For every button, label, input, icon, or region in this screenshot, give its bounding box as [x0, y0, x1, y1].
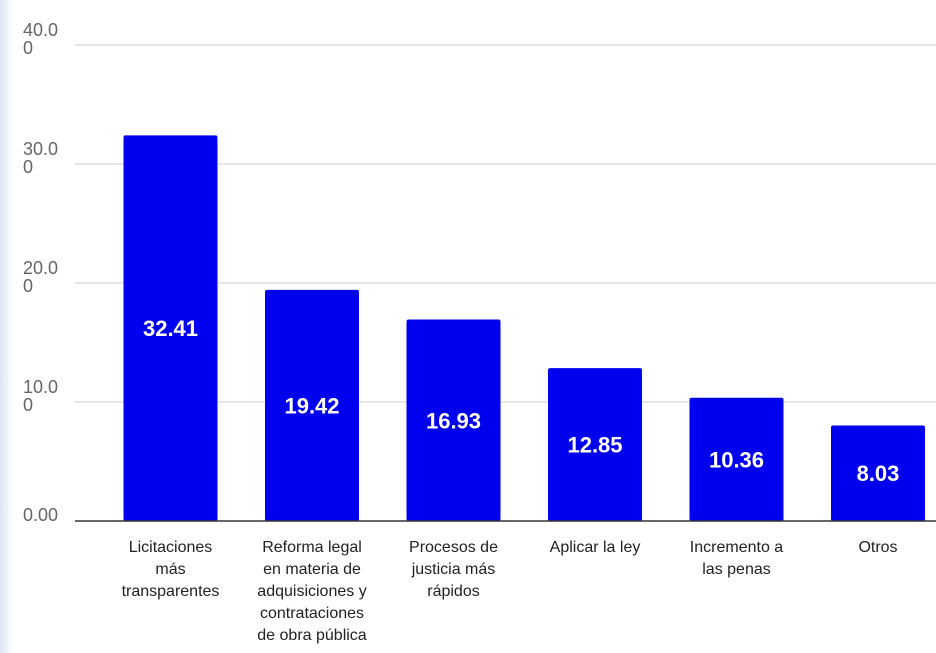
x-tick-label-line: justicia más [411, 561, 496, 578]
x-tick-label-line: adquisiciones y [257, 583, 366, 600]
y-tick-label-line: 0 [23, 157, 33, 177]
x-tick-label-line: Licitaciones [129, 539, 213, 556]
bar [831, 425, 925, 521]
y-tick-label-line: 0 [23, 38, 33, 58]
y-tick-label-line: 20.0 [23, 258, 58, 278]
y-tick-label: 40.0 0 [23, 20, 58, 58]
y-tick-label-line: 30.0 [23, 139, 58, 159]
bar-value-label: 12.85 [567, 433, 622, 458]
x-tick-label: Procesos de justicia más rápidos [409, 539, 498, 600]
y-tick-label-line: 10.0 [23, 377, 58, 397]
x-tick-label-line: Procesos de [409, 539, 498, 556]
bar-value-label: 10.36 [709, 447, 764, 472]
x-tick-label: Licitaciones más transparentes [122, 539, 220, 600]
bars: 32.41 19.42 16.93 12.85 10.36 8.03 [123, 135, 925, 522]
x-tick-label: Otros [858, 539, 897, 556]
x-tick-label-line: contrataciones [260, 605, 364, 622]
bar-value-label: 16.93 [426, 408, 481, 433]
bar-value-label: 32.41 [143, 316, 198, 341]
x-axis-ticks: Licitaciones más transparentes Reforma lega… [122, 539, 898, 644]
x-tick-label-line: de obra pública [257, 627, 367, 644]
x-tick-label-line: las penas [702, 561, 771, 578]
y-tick-label: 30.0 0 [23, 139, 58, 177]
x-tick-label-line: Reforma legal [262, 539, 362, 556]
x-tick-label-line: en materia de [263, 561, 361, 578]
bar-value-label: 8.03 [857, 461, 900, 486]
x-tick-label-line: Aplicar la ley [550, 539, 641, 556]
bar [689, 397, 784, 521]
y-tick-label: 20.0 0 [23, 258, 58, 296]
y-tick-label-line: 0.00 [23, 505, 58, 525]
x-tick-label-line: Incremento a [690, 539, 783, 556]
x-tick-label: Aplicar la ley [550, 539, 641, 556]
bar-value-label: 19.42 [284, 393, 339, 418]
x-tick-label-line: más [155, 561, 185, 578]
bar [123, 135, 218, 522]
gridlines [75, 44, 936, 403]
y-tick-label: 10.0 0 [23, 377, 58, 415]
y-tick-label-line: 40.0 [23, 20, 58, 40]
x-tick-label: Reforma legal en materia de adquisiciones … [257, 539, 367, 644]
y-tick-label-line: 0 [23, 395, 33, 415]
x-tick-label: Incremento a las penas [690, 539, 783, 578]
y-tick-label: 0.00 [23, 505, 58, 525]
bar [265, 289, 359, 521]
x-tick-label-line: Otros [858, 539, 897, 556]
left-edge-shading [0, 0, 14, 653]
x-tick-label-line: rápidos [427, 583, 479, 600]
y-tick-label-line: 0 [23, 276, 33, 296]
bar [406, 319, 501, 521]
x-tick-label-line: transparentes [122, 583, 220, 600]
bar [548, 368, 642, 521]
